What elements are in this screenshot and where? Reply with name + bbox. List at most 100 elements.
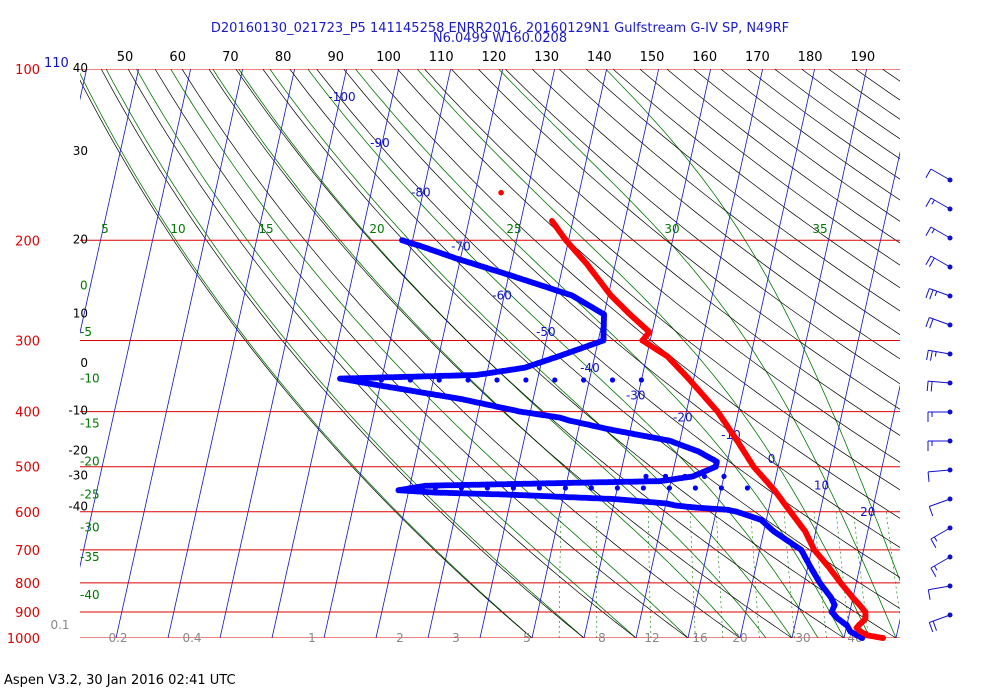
top-scale-tick: 120 bbox=[481, 50, 506, 65]
moist-adiabat bbox=[605, 69, 900, 582]
mixing-ratio-line bbox=[690, 511, 696, 638]
pressure-label: 700 bbox=[15, 544, 40, 559]
mixing-ratio-label: 16 bbox=[692, 631, 707, 645]
dewpoint-outlier bbox=[744, 485, 751, 491]
isotherm bbox=[583, 69, 712, 638]
moist-adiabat bbox=[105, 69, 585, 638]
dry-adiabat bbox=[423, 69, 900, 463]
wind-barb bbox=[930, 525, 953, 548]
wind-barb bbox=[927, 583, 953, 600]
dry-adiabat bbox=[235, 69, 845, 638]
isotherm bbox=[80, 69, 192, 568]
moist-adiabat-label: 30 bbox=[664, 222, 679, 236]
mixing-ratio-label: 0.2 bbox=[108, 631, 127, 645]
wind-barb bbox=[926, 380, 953, 392]
dewpoint-outlier bbox=[523, 377, 529, 383]
isotherm bbox=[219, 69, 348, 638]
isotherm-label: -20 bbox=[673, 411, 693, 425]
mixing-ratio-line bbox=[885, 511, 900, 618]
wind-barb bbox=[925, 226, 953, 241]
isotherm bbox=[791, 150, 900, 638]
pressure-label: 400 bbox=[15, 406, 40, 421]
moist-left-label: -15 bbox=[80, 417, 100, 431]
temperature-point bbox=[549, 218, 555, 224]
temperature-series bbox=[549, 218, 886, 641]
isotherm bbox=[687, 69, 816, 638]
mixing-ratio-line bbox=[716, 511, 724, 638]
mixing-ratio-label: 5 bbox=[523, 631, 531, 645]
isotherm bbox=[80, 69, 140, 335]
plot-area bbox=[80, 69, 900, 638]
moist-adiabat bbox=[80, 72, 533, 638]
wind-barb bbox=[927, 467, 953, 482]
pressure-label: 800 bbox=[15, 577, 40, 592]
isotherm bbox=[375, 69, 504, 638]
wind-barb bbox=[925, 317, 953, 329]
isotherm-label: -50 bbox=[536, 325, 556, 339]
isotherm bbox=[115, 69, 244, 638]
top-left-label: 110 bbox=[44, 56, 69, 71]
isotherm-label: -60 bbox=[492, 288, 512, 302]
dewpoint-outlier bbox=[484, 485, 490, 491]
dewpoint-outlier bbox=[465, 377, 471, 383]
isotherm bbox=[843, 384, 900, 638]
dry-adiabat bbox=[450, 69, 900, 436]
top-scale-tick: 100 bbox=[376, 50, 401, 65]
moist-left-label: -35 bbox=[80, 550, 100, 564]
moist-adiabat-label: 25 bbox=[506, 222, 521, 236]
dewpoint-outlier bbox=[510, 485, 516, 491]
isotherm-label: -40 bbox=[580, 361, 600, 375]
dewpoint-outlier bbox=[552, 377, 558, 383]
top-scale-tick: 140 bbox=[587, 50, 612, 65]
dry-adiabat bbox=[396, 69, 900, 491]
top-scale-tick: 70 bbox=[222, 50, 239, 65]
dewpoint-point bbox=[399, 237, 406, 244]
top-scale-tick: 160 bbox=[692, 50, 717, 65]
dewpoint-outlier bbox=[682, 473, 688, 479]
pressure-label: 100 bbox=[15, 63, 40, 78]
dewpoint-outlier bbox=[432, 485, 438, 491]
isotherm bbox=[531, 69, 660, 638]
dewpoint-outlier bbox=[643, 473, 649, 479]
height-scale-label: 40 bbox=[73, 61, 88, 75]
isotherm-label: 20 bbox=[860, 505, 875, 519]
wind-barb bbox=[927, 409, 953, 422]
moist-adiabat-label: 35 bbox=[812, 222, 827, 236]
wind-barb bbox=[925, 255, 953, 270]
chart-subtitle: N6.0499 W160.0208 bbox=[432, 31, 568, 46]
height-scale-label: -10 bbox=[68, 404, 88, 418]
height-scale-label: 20 bbox=[73, 232, 88, 246]
height-scale-label: -40 bbox=[68, 500, 88, 514]
dewpoint-outlier bbox=[614, 485, 621, 491]
moist-left-label: -5 bbox=[80, 325, 92, 339]
pressure-label: 900 bbox=[15, 606, 40, 621]
wind-barb bbox=[930, 554, 953, 577]
wind-barb bbox=[925, 168, 953, 183]
height-scale-label: 30 bbox=[73, 144, 88, 158]
moist-left-label: 0 bbox=[80, 278, 88, 292]
dewpoint-outlier bbox=[640, 485, 647, 491]
temperature-isolated-point bbox=[498, 189, 504, 196]
dry-adiabat bbox=[370, 69, 900, 519]
moist-adiabat-label: 10 bbox=[170, 222, 185, 236]
dewpoint-outlier bbox=[588, 485, 595, 491]
chart-title: D20160130_021723_P5 141145258 ENRR2016, … bbox=[210, 21, 790, 36]
dewpoint-series bbox=[337, 237, 866, 641]
dewpoint-outlier bbox=[721, 473, 727, 479]
top-scale-tick: 50 bbox=[117, 50, 134, 65]
isotherm-label: 0 bbox=[768, 452, 776, 466]
isotherm bbox=[739, 69, 868, 638]
moist-adiabat-label: 5 bbox=[101, 222, 109, 236]
dewpoint-outlier bbox=[562, 485, 569, 491]
top-scale-tick: 180 bbox=[798, 50, 823, 65]
isotherm-label: -70 bbox=[451, 239, 471, 253]
dewpoint-outlier bbox=[407, 377, 413, 383]
dewpoint-outlier bbox=[436, 377, 442, 383]
moist-adiabat bbox=[355, 69, 845, 638]
height-scale-label: -30 bbox=[68, 468, 88, 482]
dry-adiabat bbox=[477, 69, 900, 410]
mixing-ratio-label: 3 bbox=[452, 631, 460, 645]
moist-adiabat bbox=[498, 69, 897, 638]
wind-barb bbox=[928, 496, 953, 517]
